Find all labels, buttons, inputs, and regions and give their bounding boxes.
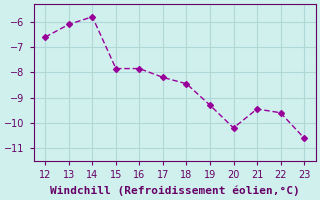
X-axis label: Windchill (Refroidissement éolien,°C): Windchill (Refroidissement éolien,°C)	[50, 185, 300, 196]
